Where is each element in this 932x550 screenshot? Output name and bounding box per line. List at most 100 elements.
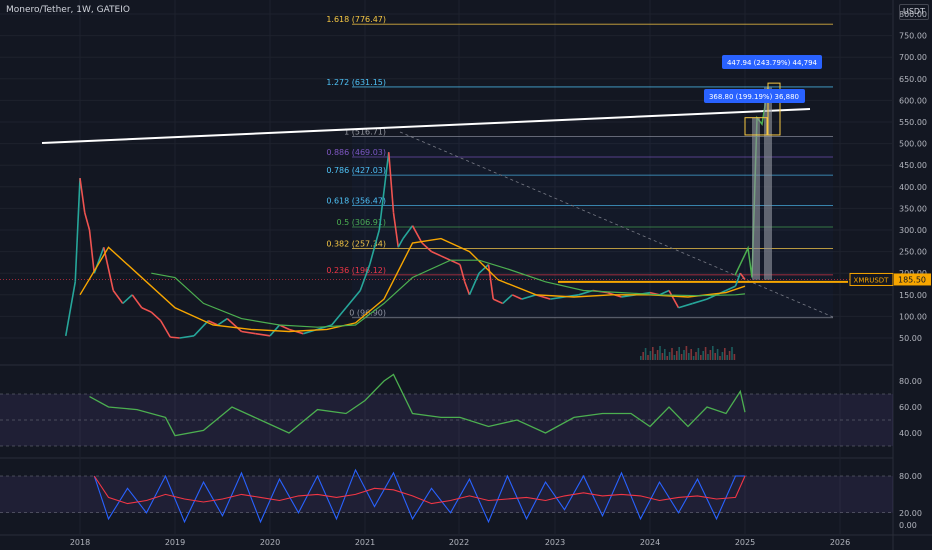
price-candle-segment: [431, 250, 442, 257]
volume-bar: [654, 354, 656, 360]
volume-bar: [661, 353, 664, 360]
price-candle-segment: [392, 212, 400, 248]
volume-bar: [652, 347, 654, 360]
measure-label-bg: [722, 55, 822, 69]
price-tick-label: 750.00: [899, 32, 927, 41]
price-tick-label: 700.00: [899, 53, 927, 62]
fib-level-label: 0.236 (196.12): [326, 266, 386, 275]
volume-bar: [721, 352, 724, 360]
price-candle-segment: [79, 178, 86, 213]
price-tick-label: 600.00: [899, 96, 927, 105]
price-candle-segment: [102, 247, 115, 291]
volume-bar: [733, 354, 736, 360]
trendline: [41, 108, 811, 144]
price-series: [64, 152, 746, 360]
volume-bar: [688, 353, 690, 360]
price-candle-segment: [345, 289, 361, 309]
price-candle-segment: [170, 336, 180, 339]
volume-bar: [671, 348, 673, 360]
volume-bar: [697, 348, 700, 360]
volume-bar: [704, 347, 707, 360]
volume-bar: [656, 350, 659, 360]
price-candle-segment: [150, 311, 162, 322]
fib-level-label: 1.272 (631.15): [326, 78, 386, 87]
price-candle-segment: [217, 317, 228, 326]
year-tick-label: 2024: [640, 538, 660, 547]
symbol-tag: [849, 272, 894, 286]
price-tick-label: 400.00: [899, 183, 927, 192]
price-candle-segment: [402, 225, 414, 240]
price-candle-segment: [193, 320, 209, 337]
price-tick-label: 500.00: [899, 140, 927, 149]
price-tick-label: 50.00: [899, 334, 922, 343]
price-candle-segment: [397, 238, 404, 248]
price-candle-segment: [459, 264, 466, 283]
price-candle-segment: [739, 272, 746, 280]
measure-label-text: 368.80 (199.19%) 36,880: [709, 93, 799, 101]
price-tick-label: 150.00: [899, 291, 927, 300]
volume-bar: [712, 346, 714, 360]
target-box: [744, 117, 768, 136]
volume-bar: [716, 349, 719, 360]
ma-slow-line: [151, 259, 746, 328]
stoch-band: [0, 476, 893, 513]
price-candle-segment: [411, 225, 423, 244]
price-tick-label: 250.00: [899, 248, 927, 257]
volume-bar: [640, 356, 642, 360]
year-tick-label: 2021: [355, 538, 375, 547]
price-candle-segment: [255, 332, 271, 337]
price-candle-segment: [468, 272, 480, 296]
price-candle-segment: [550, 296, 565, 300]
price-candle-segment: [226, 317, 243, 333]
volume-bar: [659, 346, 661, 360]
projection-bar: [752, 117, 760, 280]
volume-bar: [690, 349, 692, 360]
fib-level-label: 0.786 (427.03): [326, 166, 386, 175]
volume-bar: [680, 354, 683, 360]
rsi-line: [89, 373, 746, 437]
current-price-tag: [894, 273, 931, 286]
volume-bar: [728, 351, 731, 360]
volume-bar: [714, 353, 716, 360]
price-candle-segment: [83, 212, 91, 231]
stoch-tick-label: 20.00: [899, 509, 922, 518]
price-tick-label: 650.00: [899, 75, 927, 84]
price-tick-label: 300.00: [899, 226, 927, 235]
price-candle-segment: [241, 330, 256, 335]
volume-bar: [683, 350, 685, 360]
price-tick-label: 550.00: [899, 118, 927, 127]
price-candle-segment: [160, 320, 171, 338]
stoch-k-line: [93, 468, 745, 524]
indicators: [0, 373, 893, 524]
price-candle-segment: [502, 294, 513, 305]
volume-bar: [678, 347, 680, 360]
price-candle-segment: [421, 242, 433, 253]
rsi-tick-label: 80.00: [899, 377, 922, 386]
stoch-tick-label: 0.00: [899, 521, 917, 530]
measure-label-text: 447.94 (243.79%) 44,794: [727, 59, 818, 67]
fib-level-label: 0.382 (257.34): [326, 239, 386, 248]
price-candle-segment: [64, 281, 77, 336]
current-price-value: 185.50: [898, 275, 926, 284]
volume-bar: [668, 352, 671, 360]
year-tick-label: 2026: [830, 538, 850, 547]
price-candle-segment: [521, 294, 537, 300]
currency-button[interactable]: USDT: [899, 4, 929, 20]
stoch-tick-label: 80.00: [899, 472, 922, 481]
year-tick-label: 2022: [449, 538, 469, 547]
rsi-tick-label: 60.00: [899, 403, 922, 412]
year-tick-label: 2025: [735, 538, 755, 547]
price-tick-label: 800.00: [899, 10, 927, 19]
price-candle-segment: [331, 307, 347, 326]
price-candle-segment: [74, 178, 81, 282]
price-candle-segment: [511, 294, 523, 300]
price-candle-segment: [368, 229, 381, 265]
axes: 800.00 750.00 700.00 650.00 600.00 550.00 500.…: [70, 10, 931, 547]
volume-bar: [642, 352, 644, 360]
fib-level-label: 0.618 (356.47): [326, 197, 386, 206]
measure-label: 447.94 (243.79%) 44,794: [722, 55, 822, 69]
price-candle-segment: [141, 307, 152, 313]
volume-bar: [707, 354, 709, 360]
fib-level-label: 1.618 (776.47): [326, 15, 386, 24]
